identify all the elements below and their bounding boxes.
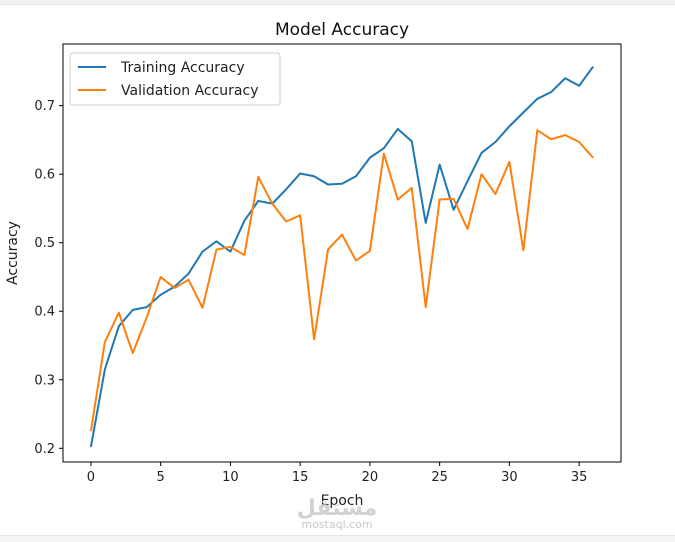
chart-title: Model Accuracy <box>275 20 409 40</box>
y-tick-label: 0.7 <box>34 99 55 114</box>
x-tick-label: 10 <box>222 470 239 485</box>
y-axis-label: Accuracy <box>5 221 21 285</box>
y-tick-label: 0.2 <box>34 442 55 457</box>
y-tick-label: 0.5 <box>34 236 55 251</box>
watermark-site: mostaql.com <box>301 518 372 531</box>
x-tick-label: 35 <box>571 470 588 485</box>
legend: Training Accuracy Validation Accuracy <box>69 52 281 106</box>
x-tick-label: 15 <box>292 470 309 485</box>
series-lines <box>89 66 594 448</box>
x-tick-label: 30 <box>501 470 518 485</box>
x-tick-label: 0 <box>87 470 95 485</box>
y-tick-label: 0.6 <box>34 168 55 183</box>
axis-ticks: 0 5 10 15 20 25 30 35 0.2 0.3 0.4 0.5 0.6 0.7 <box>34 99 587 485</box>
x-tick-label: 25 <box>431 470 448 485</box>
training-accuracy-line <box>89 66 594 448</box>
x-tick-label: 20 <box>362 470 379 485</box>
legend-box <box>69 52 281 106</box>
watermark: مستقل mostaql.com <box>297 496 377 531</box>
y-tick-label: 0.4 <box>34 305 55 320</box>
y-tick-label: 0.3 <box>34 373 55 388</box>
watermark-logo: مستقل <box>297 496 377 521</box>
plot-area <box>62 43 622 463</box>
legend-label-validation: Validation Accuracy <box>121 83 259 99</box>
bottom-border-strip <box>0 535 675 542</box>
x-tick-label: 5 <box>157 470 165 485</box>
top-border-strip <box>0 0 675 5</box>
validation-accuracy-line <box>89 129 594 432</box>
legend-label-training: Training Accuracy <box>120 60 245 76</box>
x-axis-label: Epoch <box>321 493 364 509</box>
